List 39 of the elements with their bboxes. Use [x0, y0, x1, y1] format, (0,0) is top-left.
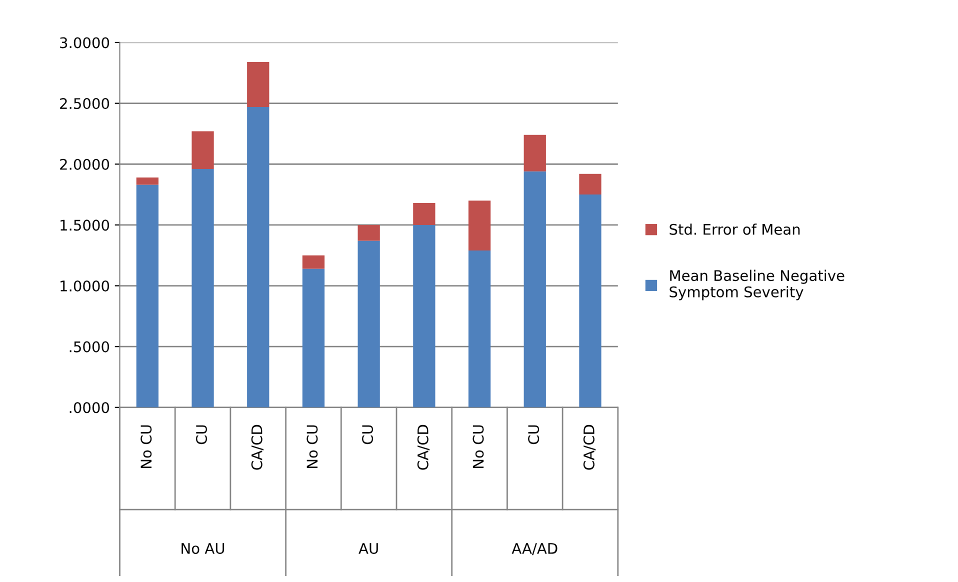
y-tick-label: 2.0000	[60, 158, 110, 170]
bar	[247, 106, 270, 408]
bar	[413, 224, 436, 408]
x-tick-label: No CU	[140, 425, 152, 468]
bar	[247, 62, 270, 107]
bar	[579, 194, 602, 408]
bar	[136, 178, 158, 185]
x-tick-label: CA/CD	[583, 424, 596, 470]
y-tick-label: 2.5000	[60, 98, 110, 110]
y-tick-label: .5000	[70, 341, 110, 352]
bar	[358, 224, 380, 241]
bar	[579, 174, 602, 195]
y-tick-label: 1.0000	[60, 280, 110, 292]
bar	[302, 268, 325, 408]
x-tick-label: No CU	[306, 425, 318, 468]
y-tick-label: 1.5000	[60, 220, 110, 231]
x-tick-label: CU	[362, 425, 374, 444]
bar	[524, 171, 546, 408]
y-tick-label: 3.0000	[60, 37, 110, 48]
text: No AU	[182, 543, 224, 554]
bar	[413, 203, 436, 225]
bar	[524, 134, 546, 172]
bar	[192, 168, 214, 408]
bar	[192, 131, 214, 169]
x-tick-label: CU	[196, 425, 208, 444]
bar	[358, 240, 380, 408]
y-tick-label: .0000	[70, 402, 110, 414]
x-tick-label: CA/CD	[417, 424, 430, 470]
bar	[468, 250, 491, 408]
x-tick-label: No CU	[472, 425, 484, 468]
x-tick-label: CU	[528, 425, 540, 444]
bar	[302, 255, 325, 269]
text: AA/AD	[512, 543, 558, 556]
bar	[468, 200, 491, 250]
legend-label: Std. Error of Mean	[670, 224, 800, 235]
text: AU	[358, 543, 378, 554]
x-tick-label: CA/CD	[251, 424, 264, 470]
legend-label: Mean Baseline Negative Symptom Severity	[670, 270, 844, 300]
bar	[136, 184, 158, 408]
